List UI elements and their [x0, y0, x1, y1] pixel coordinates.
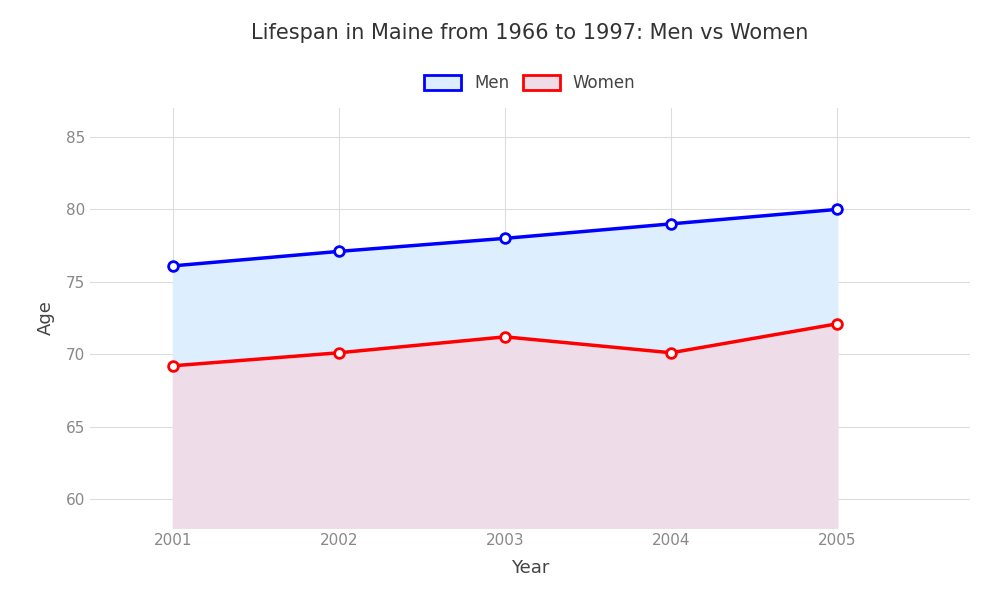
X-axis label: Year: Year: [511, 559, 549, 577]
Y-axis label: Age: Age: [37, 301, 55, 335]
Legend: Men, Women: Men, Women: [416, 66, 644, 101]
Title: Lifespan in Maine from 1966 to 1997: Men vs Women: Lifespan in Maine from 1966 to 1997: Men…: [251, 23, 809, 43]
